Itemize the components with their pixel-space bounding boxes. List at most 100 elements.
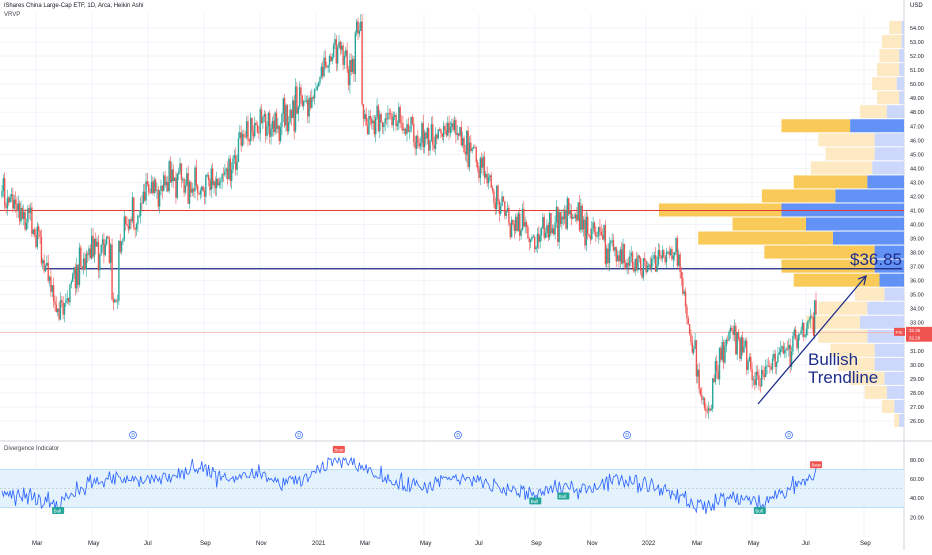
divergence-indicator-title[interactable]: Divergence Indicator — [4, 446, 60, 452]
candle-body — [394, 114, 396, 117]
candle-body — [481, 158, 483, 168]
candle-body — [230, 169, 233, 181]
candle-body — [357, 21, 359, 34]
candle-body — [308, 97, 310, 117]
candle-body — [158, 190, 161, 207]
dividend-marker-label: D — [131, 433, 135, 439]
time-tick-label: May — [88, 541, 99, 547]
candle-body — [474, 146, 476, 148]
candle-body — [161, 185, 164, 192]
candle-body — [688, 324, 691, 334]
candle-body — [228, 158, 230, 179]
candle-body — [124, 216, 127, 224]
price-tick-label: 35.00 — [910, 293, 924, 299]
candle-body — [138, 215, 140, 217]
volume-profile-bar-down — [793, 273, 880, 287]
candle-body — [603, 225, 605, 240]
candle-body — [578, 202, 581, 231]
dividend-marker-icon — [454, 431, 462, 439]
candle-body — [133, 197, 135, 228]
candle-body — [690, 333, 692, 343]
price-tick-label: 52.00 — [910, 54, 924, 60]
dividend-marker-label: D — [787, 433, 791, 439]
candle-body — [256, 124, 259, 133]
divergence-line — [1, 456, 817, 515]
vrvp-indicator-label[interactable]: VRVP — [4, 12, 21, 18]
candle-body — [475, 147, 477, 163]
candle-body — [358, 30, 361, 34]
candle-body — [720, 348, 722, 360]
candle-body — [808, 319, 810, 321]
candle-body — [478, 168, 480, 179]
candle-body — [540, 228, 543, 236]
candle-body — [419, 142, 422, 147]
candle-body — [156, 189, 158, 191]
volume-profile-bar-down — [830, 343, 875, 357]
candle-body — [31, 207, 33, 234]
candle-body — [747, 361, 749, 370]
candle-body — [728, 331, 730, 341]
candle-body — [313, 90, 316, 99]
candle-body — [626, 262, 628, 268]
candle-body — [115, 299, 117, 301]
trendline-annotation[interactable]: Bullish Trendline — [808, 351, 878, 387]
candle-body — [153, 179, 155, 194]
candle-body — [134, 227, 136, 230]
dividend-marker-label: D — [456, 433, 460, 439]
candle-body — [88, 248, 90, 256]
candle-body — [567, 198, 570, 215]
candle-body — [671, 249, 673, 260]
candle-body — [714, 360, 717, 382]
candle-body — [422, 123, 424, 148]
candle-body — [292, 100, 294, 118]
price-tick-label: 48.00 — [910, 110, 924, 116]
candle-body — [252, 132, 255, 137]
volume-profile-bar-up — [850, 119, 904, 133]
candle-body — [258, 132, 260, 134]
candle-body — [490, 175, 492, 188]
candle-body — [430, 124, 433, 141]
candle-body — [129, 219, 131, 230]
candle-body — [290, 109, 293, 118]
volume-profile-bar-up — [884, 371, 904, 385]
price-levels — [0, 209, 904, 333]
candle-body — [90, 235, 93, 259]
candle-body — [459, 127, 461, 136]
price-tick-label: 43.00 — [910, 180, 924, 186]
candle-body — [414, 141, 416, 149]
candle-body — [298, 87, 301, 107]
volume-profile-bar-up — [901, 35, 904, 49]
target-price-annotation[interactable]: $36.85 — [850, 250, 902, 269]
volume-profile-bar-down — [761, 189, 836, 203]
volume-profile-bar-up — [859, 315, 904, 329]
chart-title[interactable]: iShares China Large-Cap ETF, 1D, Arca, H… — [4, 3, 144, 9]
candle-body — [756, 371, 759, 376]
candle-body — [4, 178, 6, 206]
candle-body — [58, 308, 60, 320]
candle-body — [108, 238, 111, 263]
candle-body — [183, 179, 185, 193]
volume-profile-bar-down — [864, 385, 887, 399]
candle-body — [637, 255, 639, 271]
candle-body — [572, 216, 574, 219]
candle-body — [266, 126, 268, 137]
bear-signal-label: Bear — [334, 447, 344, 452]
candle-body — [27, 208, 29, 223]
candle-body — [59, 300, 62, 320]
candle-body — [520, 230, 522, 236]
volume-profile-bar-down — [855, 287, 885, 301]
candle-body — [148, 184, 150, 193]
candle-body — [29, 207, 32, 214]
candle-body — [46, 262, 48, 266]
candle-body — [92, 235, 94, 257]
candle-body — [51, 285, 53, 292]
candle-body — [93, 238, 96, 257]
candle-body — [110, 244, 112, 263]
volume-profile-bar-down — [894, 413, 900, 427]
volume-profile-bar-down — [881, 35, 902, 49]
candle-body — [116, 300, 119, 302]
candle-body — [137, 215, 139, 224]
candle-body — [217, 178, 219, 186]
